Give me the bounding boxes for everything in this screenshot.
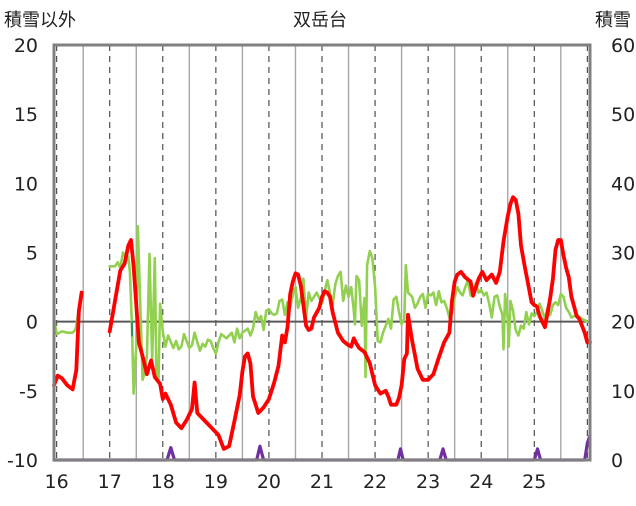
chart-title: 双岳台 [293, 10, 347, 31]
x-tick-label: 20 [257, 471, 281, 493]
grid [54, 45, 590, 460]
right-tick-label: 60 [611, 35, 635, 57]
left-tick-label: 5 [26, 243, 38, 265]
temperature-series-line [52, 290, 84, 392]
right-tick-label: 30 [611, 243, 635, 265]
plot-frame [52, 43, 592, 462]
right-axis-title: 積雪 [595, 10, 631, 31]
right-axis: 60 50 40 30 20 10 0 [611, 35, 635, 472]
x-tick-label: 22 [363, 471, 387, 493]
plot-border [52, 43, 592, 462]
left-tick-label: -10 [7, 450, 38, 472]
left-axis-title: 積雪以外 [4, 10, 76, 31]
left-tick-label: 20 [14, 35, 38, 57]
right-tick-label: 50 [611, 104, 635, 126]
left-tick-label: 15 [14, 104, 38, 126]
left-tick-label: 0 [26, 312, 38, 334]
x-tick-label: 24 [469, 471, 493, 493]
x-tick-label: 18 [151, 471, 175, 493]
x-tick-label: 17 [98, 471, 122, 493]
x-tick-label: 21 [310, 471, 334, 493]
temperature-series-line [107, 195, 592, 451]
x-tick-label: 16 [45, 471, 69, 493]
left-tick-label: -5 [19, 381, 38, 403]
right-tick-label: 20 [611, 312, 635, 334]
left-axis: 20 15 10 5 0 -5 -10 [7, 35, 38, 472]
right-tick-label: 0 [611, 450, 623, 472]
right-tick-label: 40 [611, 173, 635, 195]
wind-series-line [108, 224, 589, 395]
right-tick-label: 10 [611, 381, 635, 403]
x-tick-label: 19 [204, 471, 228, 493]
left-tick-label: 10 [14, 173, 38, 195]
x-tick-label: 25 [522, 471, 546, 493]
x-axis: 16 17 18 19 20 21 22 23 24 25 [45, 471, 547, 493]
x-tick-label: 23 [416, 471, 440, 493]
